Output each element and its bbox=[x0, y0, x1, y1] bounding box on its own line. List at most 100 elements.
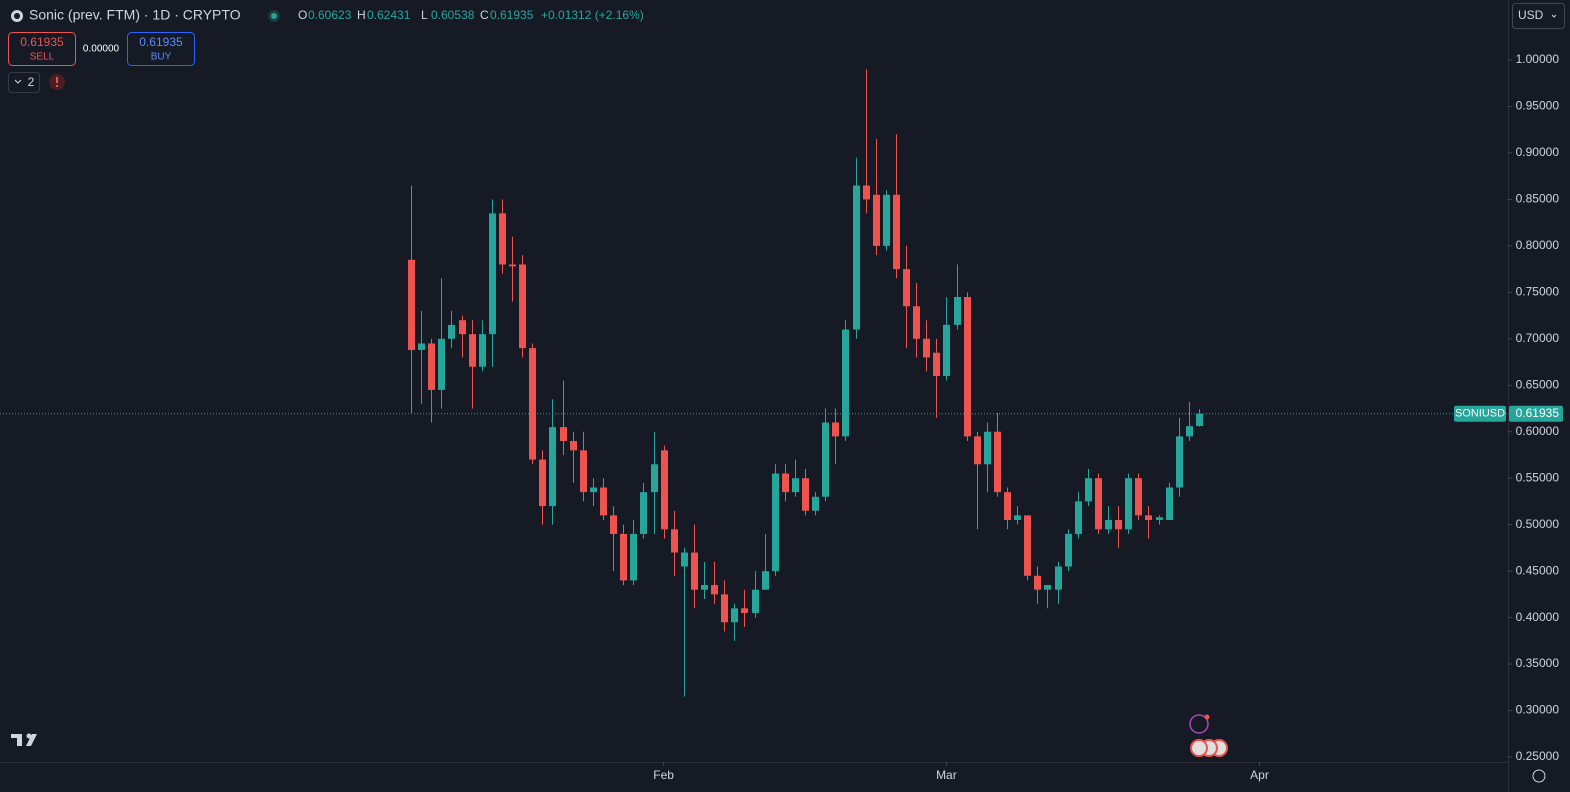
candle-body bbox=[418, 343, 425, 350]
currency-select[interactable] bbox=[1512, 3, 1565, 29]
candle-body bbox=[691, 552, 698, 590]
candle-body bbox=[721, 594, 728, 623]
candle-body bbox=[913, 306, 920, 339]
candle-body bbox=[903, 269, 910, 307]
y-tick-label: 0.55000 bbox=[1516, 470, 1560, 484]
candle-body bbox=[560, 427, 567, 442]
candle-body bbox=[1105, 520, 1112, 530]
candle-body bbox=[509, 264, 516, 267]
y-tick-label: 1.00000 bbox=[1516, 52, 1560, 66]
candle-body bbox=[499, 213, 506, 265]
candle-body bbox=[469, 334, 476, 367]
candle-body bbox=[640, 492, 647, 534]
y-tick-label: 0.25000 bbox=[1516, 749, 1560, 763]
news-icon[interactable] bbox=[1190, 739, 1208, 757]
candle-body bbox=[772, 473, 779, 572]
candle-body bbox=[812, 496, 819, 511]
ohlc-key: L bbox=[421, 8, 428, 22]
y-tick-label: 0.90000 bbox=[1516, 145, 1560, 159]
candle-body bbox=[752, 589, 759, 613]
ohlc-key: C bbox=[480, 8, 489, 22]
candle-body bbox=[529, 348, 536, 460]
ohlc-value: 0.61935 bbox=[490, 8, 534, 22]
candle-body bbox=[681, 552, 688, 567]
candle-body bbox=[539, 459, 546, 507]
x-tick-label: Feb bbox=[653, 768, 674, 782]
indicators-toggle[interactable] bbox=[8, 72, 40, 93]
candle-body bbox=[459, 320, 466, 335]
price-tag-text: 0.61935 bbox=[1516, 406, 1560, 420]
candle-body bbox=[489, 213, 496, 335]
candle-body bbox=[994, 431, 1001, 493]
candle-body bbox=[853, 185, 860, 330]
candle-body bbox=[731, 608, 738, 623]
candle-body bbox=[741, 608, 748, 613]
candle-body bbox=[1004, 492, 1011, 521]
ohlc-value: 0.60538 bbox=[431, 8, 475, 22]
candle-body bbox=[1085, 478, 1092, 502]
buy-button[interactable] bbox=[127, 32, 195, 66]
candle-body bbox=[1176, 436, 1183, 488]
candle-body bbox=[651, 464, 658, 493]
candle-body bbox=[580, 450, 587, 493]
currency-chevron bbox=[1551, 14, 1557, 18]
candle-body bbox=[701, 585, 708, 590]
logo-dot bbox=[26, 733, 32, 739]
candle-body bbox=[620, 533, 627, 581]
settings-icon[interactable] bbox=[1532, 769, 1546, 783]
buy-label: BUY bbox=[151, 52, 172, 63]
y-tick-label: 0.45000 bbox=[1516, 563, 1560, 577]
ohlc-key: H bbox=[357, 8, 366, 22]
price-change: +0.01312 (+2.16%) bbox=[541, 8, 644, 22]
chevron bbox=[14, 79, 22, 84]
y-tick-label: 0.50000 bbox=[1516, 517, 1560, 531]
x-tick-label: Mar bbox=[936, 768, 957, 782]
candle-body bbox=[1014, 515, 1021, 521]
symbol-title[interactable]: Sonic (prev. FTM) · 1D · CRYPTO bbox=[29, 7, 241, 23]
candle-body bbox=[1024, 515, 1031, 576]
candle-body bbox=[1115, 520, 1122, 530]
candle-body bbox=[661, 450, 668, 530]
sell-button[interactable] bbox=[8, 32, 76, 66]
y-tick-label: 0.85000 bbox=[1516, 192, 1560, 206]
candle-body bbox=[428, 343, 435, 390]
candle-body bbox=[1065, 533, 1072, 567]
candle-body bbox=[984, 431, 991, 465]
candle-body bbox=[933, 352, 940, 376]
candle-body bbox=[1034, 575, 1041, 590]
ohlc-legend: O 0.60623 H 0.62431 L 0.60538 C 0.61935 bbox=[298, 8, 534, 22]
price-tag bbox=[1509, 405, 1563, 422]
symbol-tag bbox=[1454, 405, 1506, 422]
plot-area bbox=[0, 69, 1508, 697]
candle-body bbox=[519, 264, 526, 349]
buy-price: 0.61935 bbox=[139, 35, 183, 49]
candle-body bbox=[1044, 585, 1051, 590]
candle-body bbox=[883, 194, 890, 246]
candle-body bbox=[1135, 478, 1142, 516]
candle-body bbox=[610, 515, 617, 534]
y-tick-label: 0.35000 bbox=[1516, 656, 1560, 670]
y-tick-label: 0.65000 bbox=[1516, 377, 1560, 391]
sell-label: SELL bbox=[30, 52, 55, 63]
candle-body bbox=[782, 473, 789, 493]
candle-body bbox=[1075, 501, 1082, 534]
candle-body bbox=[630, 533, 637, 581]
candle-body bbox=[711, 585, 718, 595]
y-tick-label: 0.80000 bbox=[1516, 238, 1560, 252]
spread: 0.00000 bbox=[83, 44, 120, 55]
warning-mark bbox=[56, 77, 58, 83]
event-icon[interactable] bbox=[1189, 714, 1209, 734]
candle-body bbox=[923, 338, 930, 358]
candle-body bbox=[792, 478, 799, 493]
y-tick-label: 0.75000 bbox=[1516, 285, 1560, 299]
candle-body bbox=[1186, 426, 1193, 437]
candle-body bbox=[1145, 515, 1152, 521]
ohlc-value: 0.62431 bbox=[367, 8, 411, 22]
ohlc-key: O bbox=[298, 8, 307, 22]
currency: USD bbox=[1518, 8, 1544, 22]
event-badge bbox=[1204, 714, 1210, 720]
indicators-count: 2 bbox=[28, 75, 35, 89]
